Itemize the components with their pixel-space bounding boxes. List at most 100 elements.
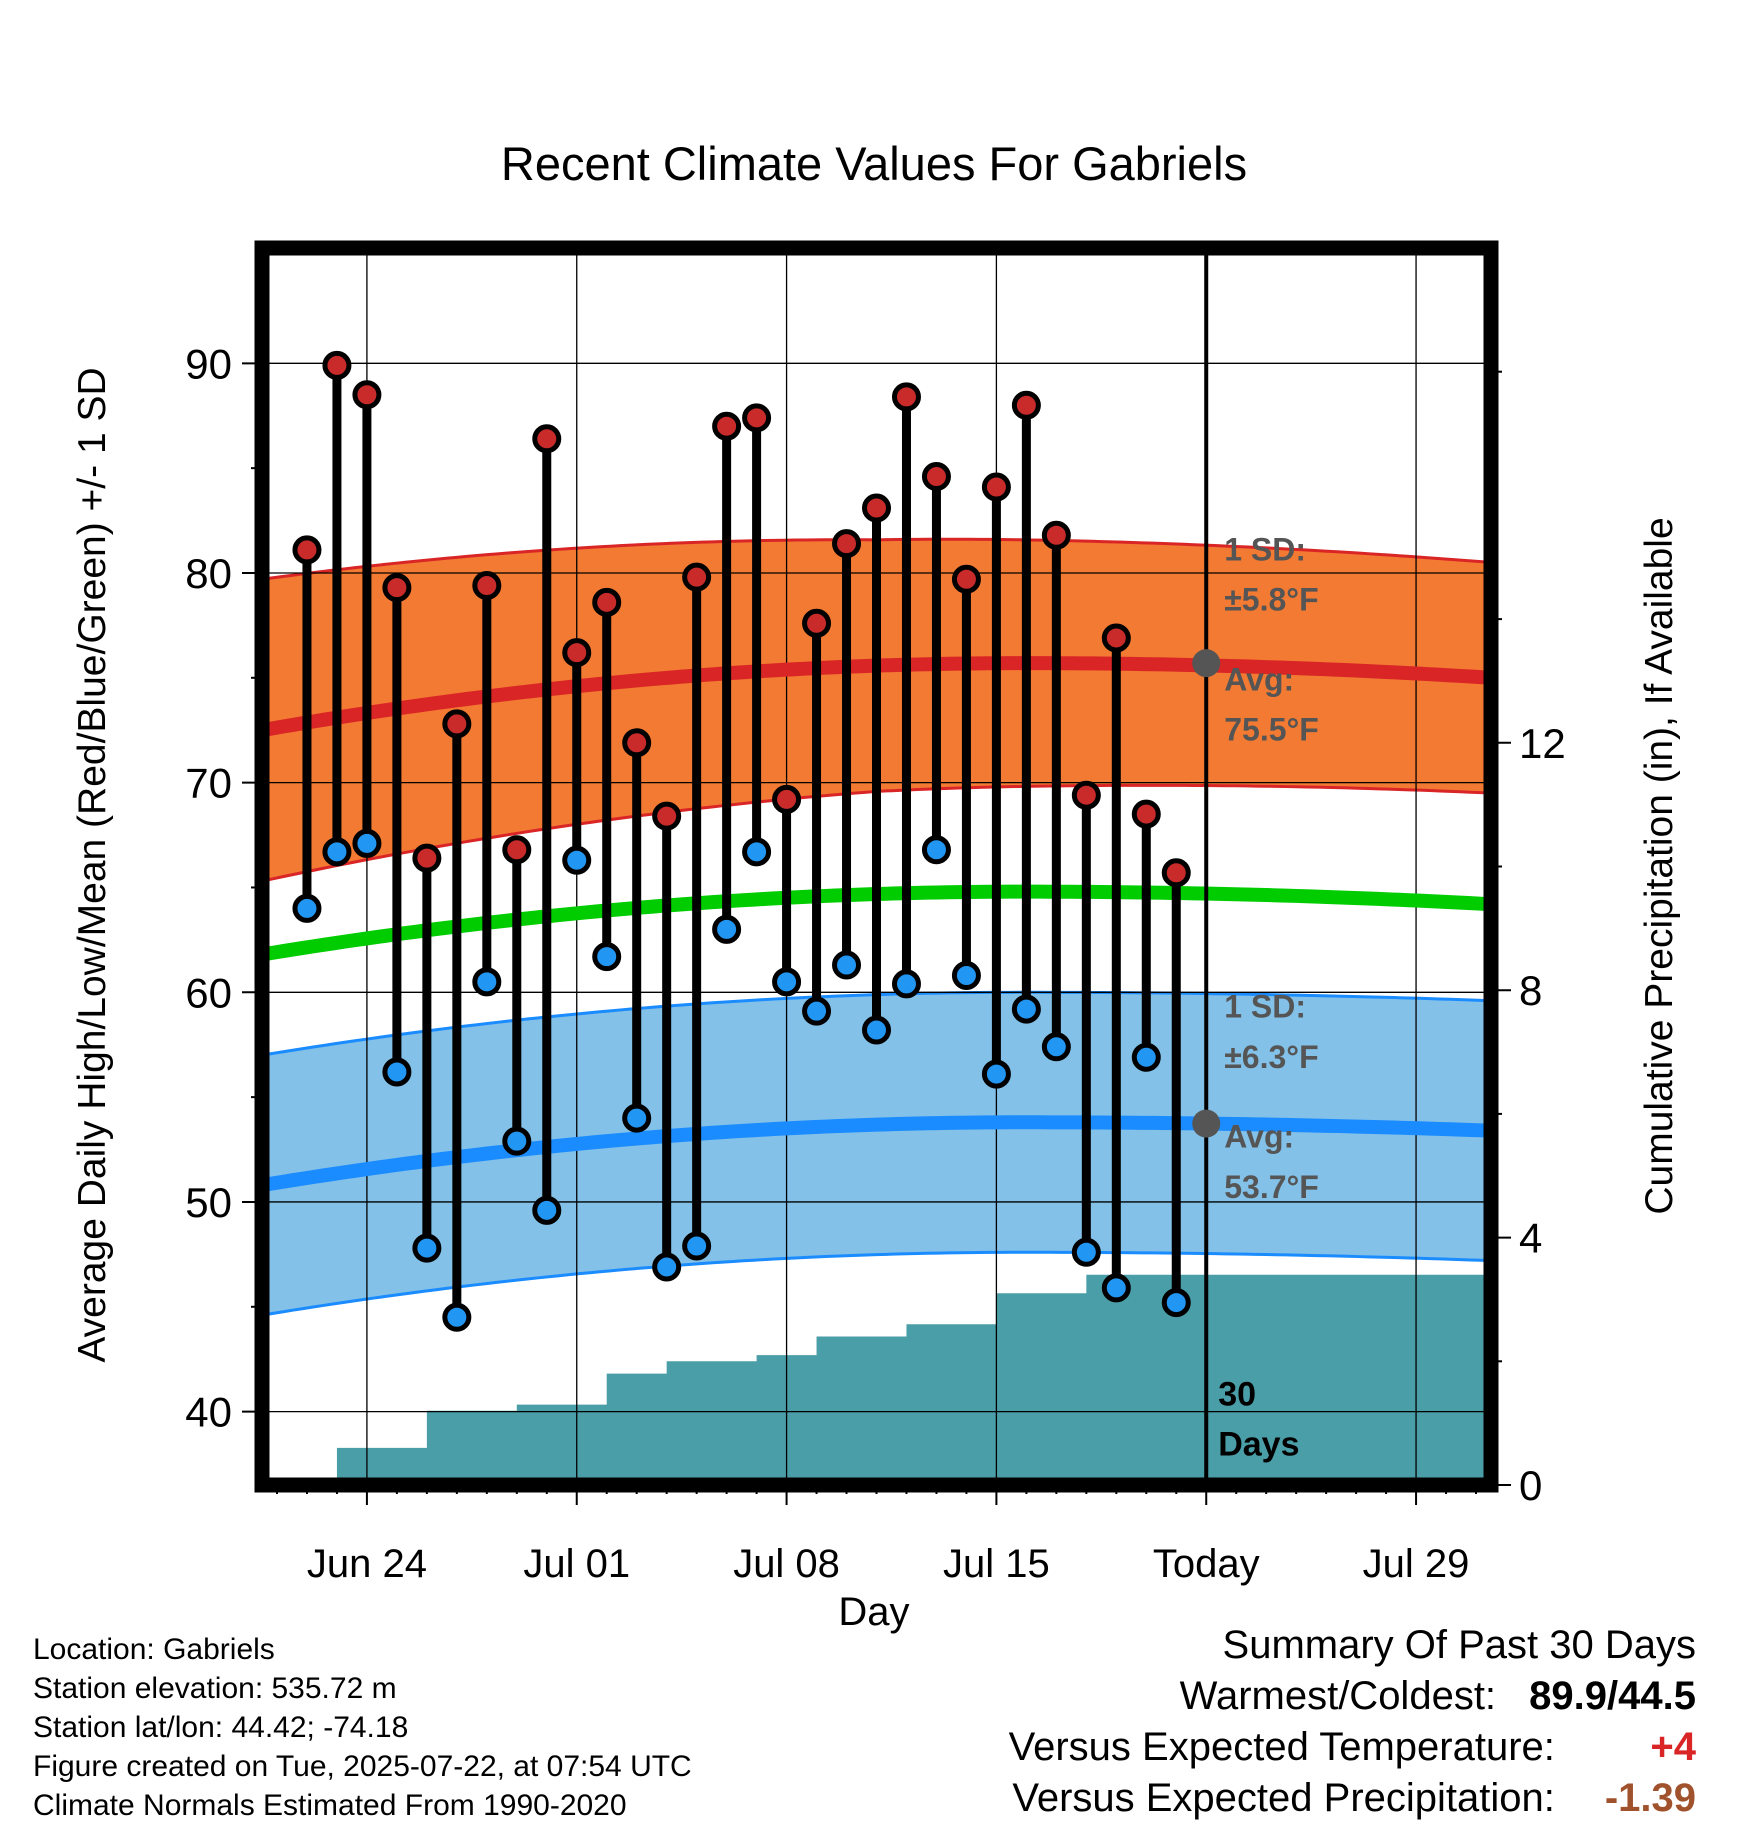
station-info: Location: Gabriels Station elevation: 53… xyxy=(33,1630,692,1825)
daily-high-point xyxy=(891,382,921,412)
y-left-tick-label: 80 xyxy=(185,550,232,597)
daily-high-point xyxy=(802,608,832,638)
daily-high-point xyxy=(682,562,712,592)
y-axis-label-left: Average Daily High/Low/Mean (Red/Blue/Gr… xyxy=(71,367,114,1362)
normal-low-mean-line xyxy=(260,1115,1492,1193)
x-tick-label: Today xyxy=(1153,1542,1260,1586)
precipitation-area xyxy=(306,1274,1492,1485)
latlon-text: Station lat/lon: 44.42; -74.18 xyxy=(33,1711,409,1744)
daily-low-point xyxy=(712,914,742,944)
period-label-days: Days xyxy=(1218,1426,1299,1464)
summary-title: Summary Of Past 30 Days xyxy=(1222,1623,1696,1667)
today-normal-low-marker xyxy=(1192,1109,1221,1138)
daily-high-point xyxy=(1041,520,1071,550)
y-left-tick-label: 50 xyxy=(185,1179,232,1226)
daily-low-point xyxy=(921,835,951,865)
daily-high-point xyxy=(1101,623,1131,653)
daily-high-point xyxy=(292,535,322,565)
daily-low-point xyxy=(472,967,502,997)
daily-high-point xyxy=(502,835,532,865)
daily-low-point xyxy=(1101,1273,1131,1303)
daily-low-point xyxy=(802,996,832,1026)
normal-low-sd-lower-edge xyxy=(261,1250,1492,1317)
x-tick-label: Jul 08 xyxy=(733,1542,840,1586)
y-axis-label-right: Cumulative Precipitation (in), If Availa… xyxy=(1638,517,1681,1214)
daily-low-point xyxy=(832,950,862,980)
y-right-tick-label: 8 xyxy=(1519,967,1542,1014)
normals-text: Climate Normals Estimated From 1990-2020 xyxy=(33,1789,627,1822)
daily-low-point xyxy=(502,1126,532,1156)
summary-warm-cold: Warmest/Coldest: 89.9/44.5 xyxy=(796,1671,1696,1722)
warm-cold-value: 89.9/44.5 xyxy=(1529,1674,1696,1718)
daily-low-point xyxy=(292,893,322,923)
daily-high-point xyxy=(742,403,772,433)
today-normal-high-marker xyxy=(1192,649,1221,678)
daily-low-point xyxy=(532,1195,562,1225)
x-tick-label: Jul 01 xyxy=(523,1542,630,1586)
high-avg-label: Avg: xyxy=(1224,661,1294,697)
daily-high-point xyxy=(592,587,622,617)
daily-low-point xyxy=(742,837,772,867)
daily-low-point xyxy=(592,942,622,972)
daily-high-point xyxy=(862,493,891,523)
x-tick-label: Jun 24 xyxy=(307,1542,427,1586)
daily-high-point xyxy=(382,573,412,603)
summary-precip: Versus Expected Precipitation: -1.39 xyxy=(796,1773,1696,1824)
x-tick-label: Jul 29 xyxy=(1363,1542,1470,1586)
daily-low-point xyxy=(862,1015,891,1045)
daily-high-point xyxy=(442,709,472,739)
daily-low-point xyxy=(1161,1288,1191,1318)
daily-low-point xyxy=(682,1231,712,1261)
warm-cold-label: Warmest/Coldest: xyxy=(1179,1674,1497,1718)
created-text: Figure created on Tue, 2025-07-22, at 07… xyxy=(33,1750,692,1783)
daily-high-point xyxy=(981,472,1011,502)
location-text: Location: Gabriels xyxy=(33,1633,275,1666)
temp-value: +4 xyxy=(1650,1725,1696,1769)
low-avg-value: 53.7°F xyxy=(1224,1169,1319,1205)
y-right-tick-label: 0 xyxy=(1519,1462,1542,1509)
daily-high-point xyxy=(1161,858,1191,888)
daily-high-point xyxy=(652,801,682,831)
y-right-tick-label: 4 xyxy=(1519,1215,1542,1262)
y-left-tick-label: 90 xyxy=(185,340,232,387)
daily-low-point xyxy=(622,1103,652,1133)
daily-low-point xyxy=(772,967,802,997)
daily-high-point xyxy=(921,462,951,492)
daily-high-point xyxy=(562,638,592,668)
daily-high-point xyxy=(712,411,742,441)
x-tick-label: Jul 15 xyxy=(943,1542,1050,1586)
daily-high-point xyxy=(1071,780,1101,810)
high-sd-value: ±5.8°F xyxy=(1224,582,1318,618)
daily-high-point xyxy=(832,529,862,559)
daily-low-point xyxy=(981,1059,1011,1089)
summary-temp: Versus Expected Temperature: +4 xyxy=(796,1722,1696,1773)
daily-low-point xyxy=(382,1057,412,1087)
daily-low-point xyxy=(562,845,592,875)
y-left-tick-label: 40 xyxy=(185,1389,232,1436)
chart-title: Recent Climate Values For Gabriels xyxy=(501,137,1247,190)
elevation-text: Station elevation: 535.72 m xyxy=(33,1672,397,1705)
daily-low-point xyxy=(891,969,921,999)
precip-value: -1.39 xyxy=(1604,1776,1696,1820)
period-label-number: 30 xyxy=(1218,1375,1256,1413)
daily-low-point xyxy=(951,961,981,991)
daily-low-point xyxy=(352,828,382,858)
daily-high-point xyxy=(322,350,352,380)
precip-label: Versus Expected Precipitation: xyxy=(1012,1776,1555,1820)
normal-low-sd-band xyxy=(262,992,1491,1316)
high-avg-value: 75.5°F xyxy=(1224,712,1319,748)
y-left-tick-label: 70 xyxy=(185,760,232,807)
daily-low-point xyxy=(1071,1237,1101,1267)
daily-high-point xyxy=(532,424,562,454)
daily-high-point xyxy=(352,380,382,410)
daily-high-point xyxy=(772,784,802,814)
summary-panel: Summary Of Past 30 Days Warmest/Coldest:… xyxy=(796,1620,1696,1824)
daily-high-point xyxy=(1131,799,1161,829)
daily-high-point xyxy=(472,571,502,601)
y-right-tick-label: 12 xyxy=(1519,720,1566,767)
daily-low-point xyxy=(412,1233,442,1263)
daily-low-point xyxy=(322,837,352,867)
plot-area: 1 SD: ±5.8°F Avg: 75.5°F 1 SD: ±6.3°F Avg: 53.7… xyxy=(185,240,1566,1586)
y-left-tick-label: 60 xyxy=(185,969,232,1016)
